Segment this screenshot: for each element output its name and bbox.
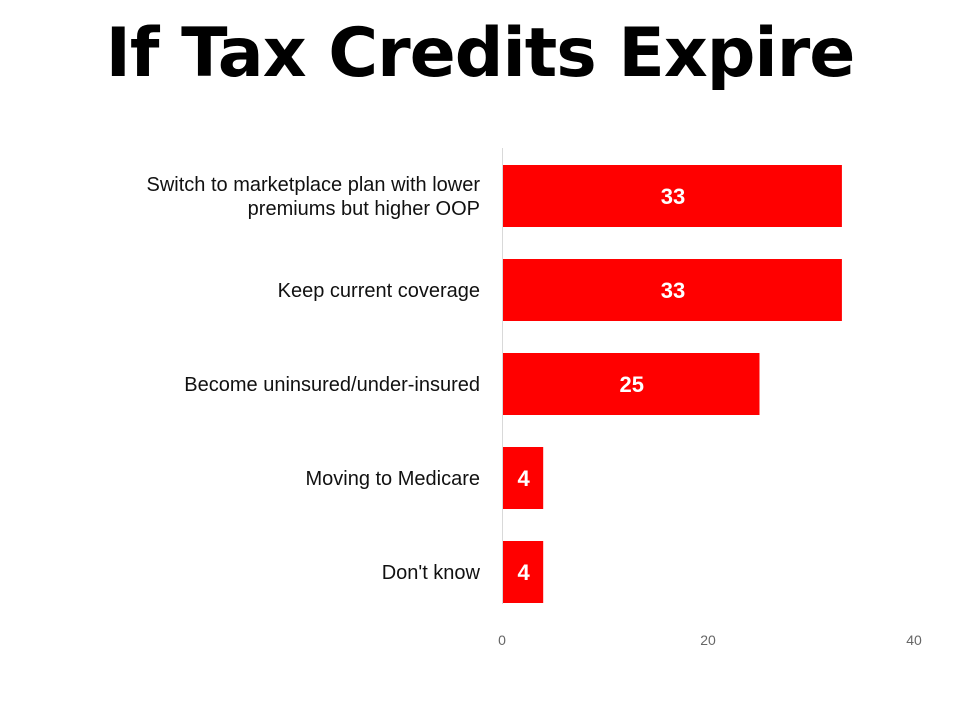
- bar-1: [503, 259, 842, 321]
- category-label-0-line-1: premiums but higher OOP: [248, 198, 480, 220]
- category-label-3: Moving to Medicare: [305, 468, 480, 490]
- category-label-0-line-0: Switch to marketplace plan with lower: [147, 174, 481, 196]
- bar-value-label-3: 4: [517, 466, 530, 491]
- category-label-2: Become uninsured/under-insured: [184, 374, 480, 396]
- bar-value-label-4: 4: [517, 560, 530, 585]
- x-tick-label-0: 0: [498, 632, 506, 648]
- bar-0: [503, 165, 842, 227]
- bars-layer: 33 33 25 4 4: [503, 165, 842, 603]
- bar-3: [503, 447, 544, 509]
- category-label-1: Keep current coverage: [278, 280, 480, 302]
- chart-title: If Tax Credits Expire: [105, 14, 856, 93]
- bar-2: [503, 353, 760, 415]
- x-axis-ticks: 0 20 40: [498, 632, 922, 648]
- x-tick-label-2: 40: [906, 632, 922, 648]
- category-label-4: Don't know: [382, 562, 481, 584]
- bar-value-label-0: 33: [661, 184, 685, 209]
- category-labels: Switch to marketplace plan with lowerpre…: [147, 174, 481, 584]
- bar-value-label-2: 25: [620, 372, 644, 397]
- x-tick-label-1: 20: [700, 632, 716, 648]
- bar-4: [503, 541, 544, 603]
- bar-value-label-1: 33: [661, 278, 685, 303]
